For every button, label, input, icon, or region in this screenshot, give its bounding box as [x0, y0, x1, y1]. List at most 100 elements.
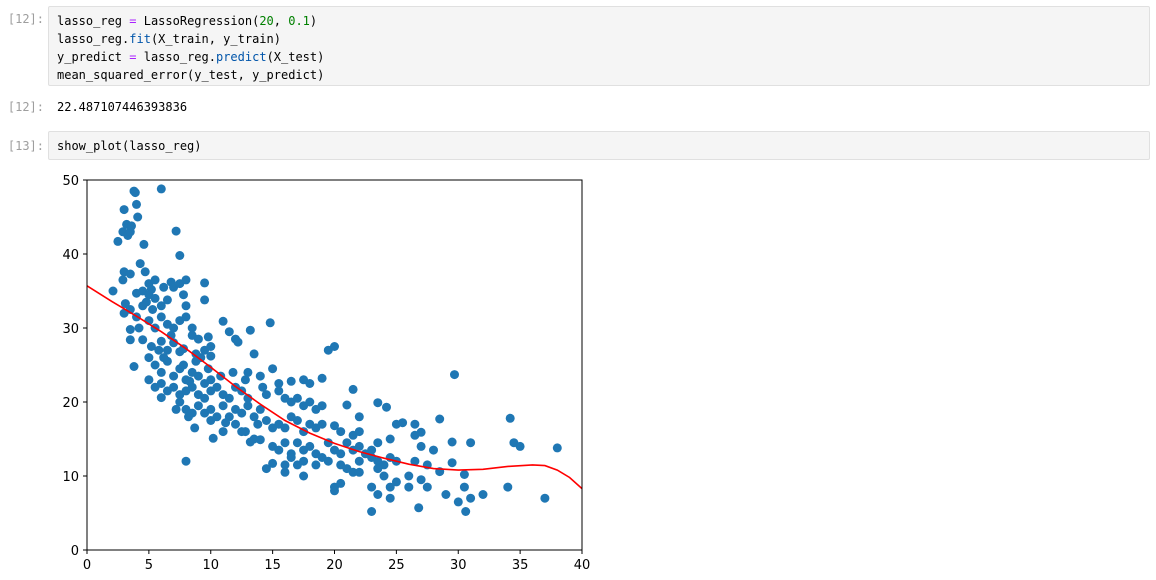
data-point: [159, 282, 169, 292]
code-token: y_predict: [57, 50, 123, 64]
code-line: lasso_reg = LassoRegression(20, 0.1): [57, 12, 1149, 30]
data-point: [379, 471, 389, 481]
data-point: [208, 433, 218, 443]
code-token: ): [309, 14, 318, 28]
data-point: [478, 490, 488, 499]
data-point: [410, 419, 420, 429]
data-point: [255, 371, 265, 381]
data-point: [367, 482, 377, 492]
data-point: [206, 416, 216, 425]
x-axis: 0 5 10 15 20 25 30 35 40: [83, 550, 590, 573]
data-point: [435, 414, 445, 424]
data-point: [292, 416, 302, 425]
x-tick-label: 15: [264, 558, 281, 573]
x-tick-label: 20: [326, 558, 343, 573]
data-point: [156, 393, 166, 403]
data-point: [218, 316, 228, 326]
data-point: [299, 471, 309, 481]
data-point: [221, 418, 231, 428]
data-point: [261, 390, 271, 400]
data-point: [181, 312, 191, 322]
code-token: =: [129, 50, 137, 64]
data-point: [218, 401, 228, 411]
data-point: [185, 376, 195, 386]
data-point: [261, 416, 271, 425]
data-point: [218, 427, 228, 437]
data-point: [144, 375, 154, 385]
code-line: y_predict = lasso_reg.predict(X_test): [57, 48, 1149, 66]
output-text: 22.487107446393836: [57, 100, 188, 114]
data-point: [200, 295, 210, 305]
data-point: [367, 507, 377, 516]
data-point: [237, 427, 247, 437]
data-point: [175, 251, 185, 260]
code-input[interactable]: show_plot(lasso_reg): [48, 131, 1150, 160]
data-point: [169, 371, 179, 381]
data-point: [336, 478, 346, 488]
data-point: [385, 493, 395, 503]
data-point: [305, 379, 315, 388]
x-tick-label: 5: [145, 558, 153, 573]
data-point: [237, 408, 247, 418]
data-point: [144, 353, 154, 363]
data-point: [253, 419, 263, 429]
data-point: [181, 456, 191, 466]
code-token: lasso_reg.: [57, 32, 130, 46]
code-line: mean_squared_error(y_test, y_predict): [57, 68, 325, 82]
data-point: [274, 379, 284, 388]
code-line: show_plot(lasso_reg): [57, 139, 202, 153]
data-point: [228, 367, 238, 377]
data-point: [330, 342, 339, 351]
x-tick-label: 35: [512, 558, 529, 573]
data-point: [461, 507, 471, 516]
data-point: [150, 293, 160, 303]
data-point: [179, 344, 188, 354]
data-point: [404, 471, 414, 481]
data-point: [135, 259, 145, 269]
data-point: [127, 221, 136, 231]
y-tick-label: 30: [62, 322, 79, 337]
y-tick-label: 0: [71, 544, 79, 559]
x-tick-label: 25: [388, 558, 405, 573]
data-point: [249, 412, 259, 422]
data-point: [179, 290, 188, 300]
data-point: [265, 318, 275, 328]
data-point: [317, 419, 327, 429]
data-point: [200, 393, 210, 403]
data-point: [156, 184, 166, 194]
code-token: lasso_reg: [57, 14, 123, 28]
code-token: lasso_reg.: [143, 50, 216, 64]
data-point: [429, 445, 438, 455]
data-point: [280, 467, 290, 477]
data-point: [171, 404, 181, 414]
data-point: [305, 397, 315, 407]
data-point: [268, 364, 278, 374]
data-point: [447, 458, 457, 468]
data-point: [311, 460, 321, 470]
data-point: [138, 335, 148, 345]
data-point: [348, 467, 358, 477]
data-point: [154, 345, 164, 355]
output-prompt: [12]:: [7, 100, 44, 114]
data-point: [441, 490, 451, 499]
code-input[interactable]: lasso_reg = LassoRegression(20, 0.1) las…: [48, 6, 1150, 86]
data-point: [108, 286, 118, 296]
data-point: [193, 371, 203, 381]
data-point: [193, 334, 203, 344]
code-line: lasso_reg.fit(X_train, y_train): [57, 30, 1149, 48]
data-point: [139, 239, 149, 249]
data-point: [133, 212, 143, 222]
data-point: [416, 441, 426, 451]
data-point: [156, 379, 166, 388]
data-point: [224, 393, 234, 403]
data-point: [141, 297, 151, 307]
data-point: [125, 269, 135, 279]
data-point: [299, 456, 309, 466]
data-point: [224, 327, 234, 337]
data-point: [280, 460, 290, 470]
data-point: [330, 486, 339, 496]
data-point: [280, 438, 290, 448]
data-point: [280, 423, 290, 433]
data-point: [385, 482, 395, 492]
data-point: [373, 398, 383, 408]
